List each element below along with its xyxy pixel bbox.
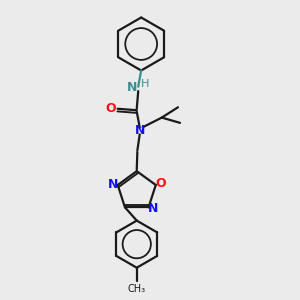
Text: H: H (140, 79, 149, 89)
Text: N: N (127, 81, 137, 94)
Text: N: N (108, 178, 118, 191)
Text: N: N (134, 124, 145, 137)
Text: N: N (148, 202, 158, 215)
Text: CH₃: CH₃ (128, 284, 146, 295)
Text: O: O (106, 102, 116, 115)
Text: O: O (155, 177, 166, 190)
